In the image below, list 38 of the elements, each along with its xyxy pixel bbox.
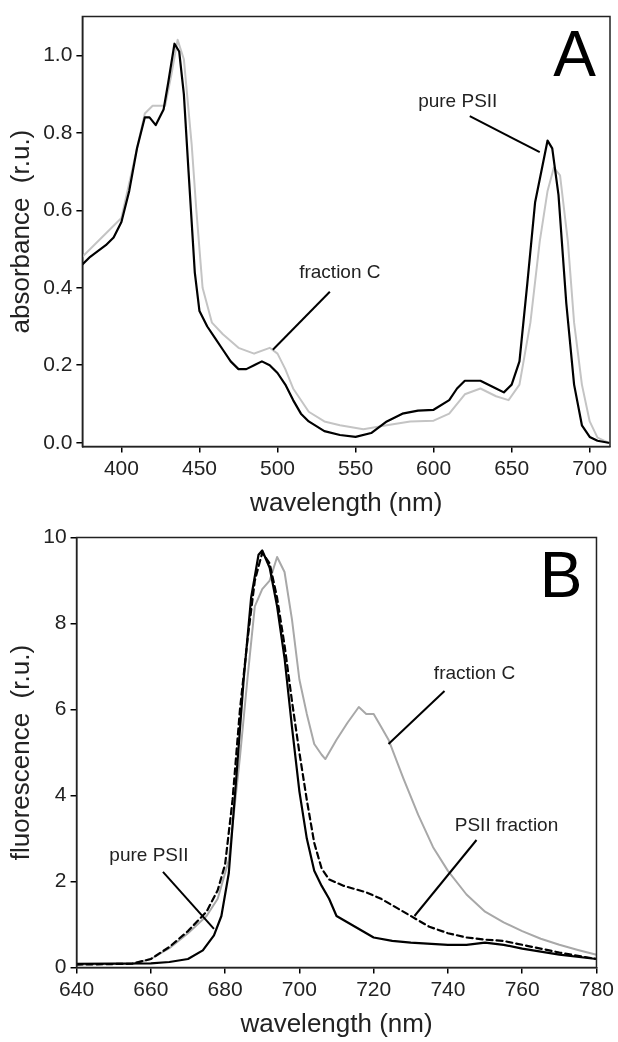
x-tick-label: 400 [103,456,139,479]
x-tick-label: 640 [59,977,95,1000]
annotation: PSII fraction [454,814,559,836]
y-tick-label: 6 [54,696,67,720]
x-tick-label: 700 [281,977,317,1000]
x-tick-label: 600 [416,456,452,479]
y-tick-label: 0.2 [43,352,73,376]
x-tick-label: 700 [572,456,608,479]
x-tick-label: 450 [181,456,217,479]
y-tick-label: 0 [54,954,67,978]
x-axis-title: wavelength (nm) [249,486,443,517]
x-tick-label: 660 [133,977,169,1000]
x-tick-label: 720 [356,977,392,1000]
annotation: fraction C [433,662,516,684]
x-tick-label: 740 [430,977,466,1000]
y-tick-label: 8 [54,610,67,634]
y-tick-label: 2 [54,868,67,892]
x-tick-label: 500 [259,456,296,479]
y-tick-label: 0.0 [43,429,73,453]
y-axis-title: fluorescence (r.u.) [4,644,35,861]
y-tick-label: 1.0 [43,42,73,66]
y-axis-title: absorbance (r.u.) [4,129,35,334]
x-tick-label: 780 [578,977,614,1000]
annotation: pure PSII [109,844,189,866]
y-tick-label: 0.4 [43,274,73,298]
x-tick-label: 680 [207,977,243,1000]
chart-title: A [553,18,597,91]
annotation: fraction C [299,260,381,282]
chart-title: B [539,539,583,612]
y-tick-label: 10 [43,524,67,548]
x-tick-label: 650 [494,456,530,479]
x-tick-label: 760 [504,977,540,1000]
annotation: pure PSII [418,90,498,112]
x-axis-title: wavelength (nm) [239,1007,433,1038]
y-tick-label: 4 [54,782,67,806]
y-tick-label: 0.6 [43,197,73,221]
y-tick-label: 0.8 [43,119,73,143]
x-tick-label: 550 [338,456,374,479]
